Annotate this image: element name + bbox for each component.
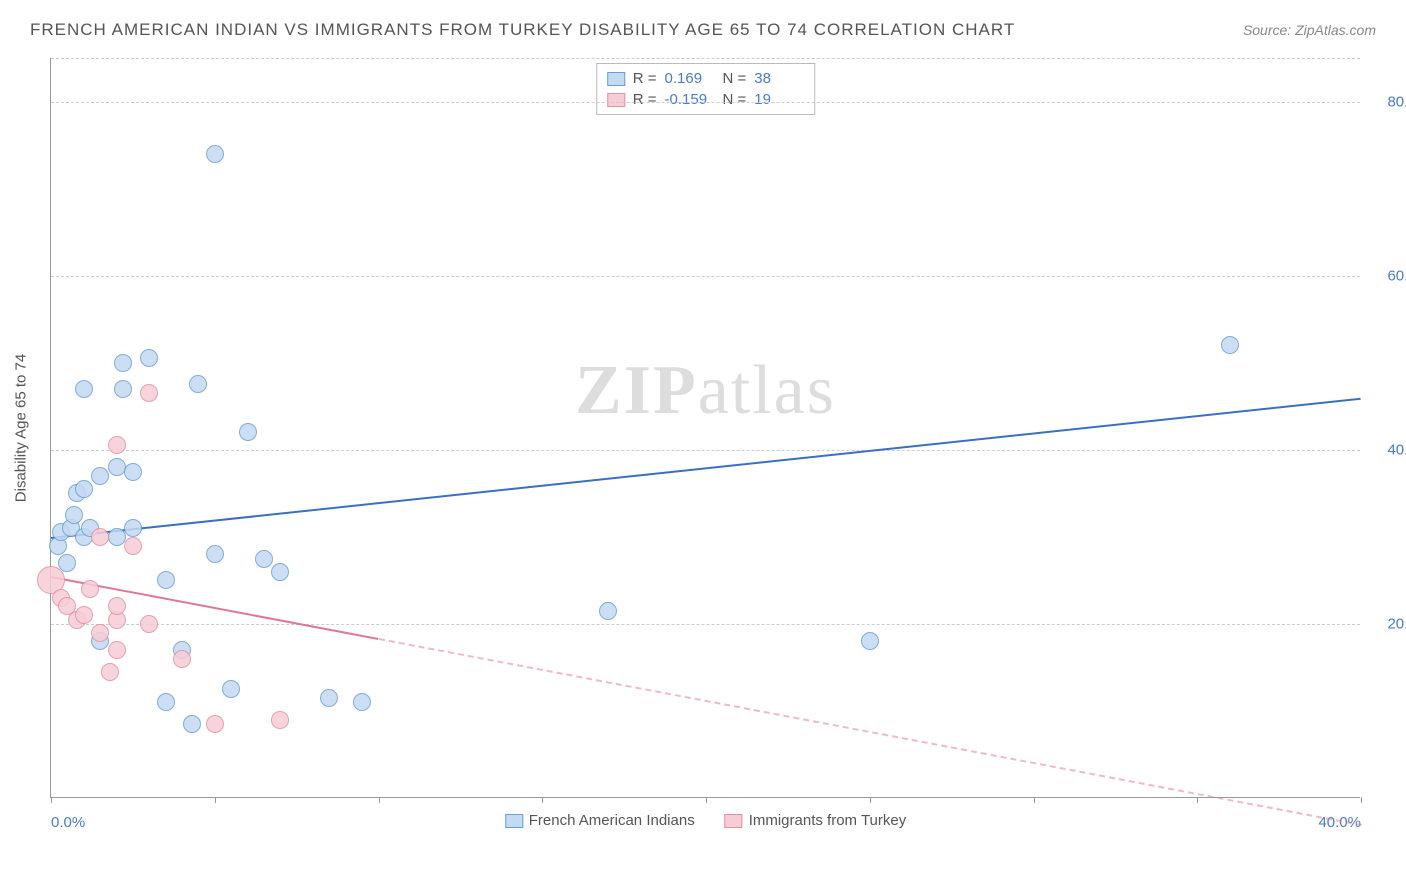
data-point	[65, 506, 83, 524]
legend-label-1: French American Indians	[529, 812, 695, 829]
n-prefix: N =	[723, 70, 747, 87]
data-point	[108, 641, 126, 659]
scatter-plot-area: ZIPatlas Disability Age 65 to 74 R = 0.1…	[50, 58, 1360, 798]
watermark-text: ZIPatlas	[575, 351, 836, 431]
x-tick-label: 0.0%	[51, 814, 85, 831]
source-name: ZipAtlas.com	[1295, 22, 1376, 38]
data-point	[271, 563, 289, 581]
data-point	[108, 458, 126, 476]
data-point	[206, 545, 224, 563]
data-point	[140, 349, 158, 367]
data-point	[108, 436, 126, 454]
data-point	[861, 632, 879, 650]
y-tick-label: 80.0%	[1370, 93, 1406, 110]
data-point	[124, 519, 142, 537]
x-tick-mark	[1197, 797, 1198, 803]
source-attribution: Source: ZipAtlas.com	[1243, 22, 1376, 38]
data-point	[124, 463, 142, 481]
data-point	[75, 380, 93, 398]
data-point	[189, 375, 207, 393]
legend-label-2: Immigrants from Turkey	[749, 812, 907, 829]
data-point	[183, 715, 201, 733]
y-tick-label: 40.0%	[1370, 441, 1406, 458]
data-point	[1221, 336, 1239, 354]
y-tick-label: 60.0%	[1370, 267, 1406, 284]
n-value-1: 38	[754, 70, 804, 87]
data-point	[599, 602, 617, 620]
legend-row-series-1: R = 0.169 N = 38	[607, 68, 805, 89]
legend-item-2: Immigrants from Turkey	[725, 812, 907, 829]
data-point	[108, 597, 126, 615]
legend-swatch-blue	[607, 72, 625, 86]
data-point	[255, 550, 273, 568]
data-point	[81, 580, 99, 598]
data-point	[75, 606, 93, 624]
r-value-2: -0.159	[665, 91, 715, 108]
legend-swatch-1	[505, 814, 523, 828]
watermark-zip: ZIP	[575, 352, 698, 429]
data-point	[157, 571, 175, 589]
y-tick-label: 20.0%	[1370, 615, 1406, 632]
data-point	[320, 689, 338, 707]
x-tick-mark	[706, 797, 707, 803]
x-tick-mark	[1361, 797, 1362, 803]
chart-header: FRENCH AMERICAN INDIAN VS IMMIGRANTS FRO…	[30, 20, 1376, 40]
trend-line	[51, 398, 1361, 539]
correlation-legend: R = 0.169 N = 38 R = -0.159 N = 19	[596, 63, 816, 115]
watermark-atlas: atlas	[698, 352, 836, 429]
data-point	[140, 384, 158, 402]
data-point	[206, 715, 224, 733]
r-prefix: R =	[633, 91, 657, 108]
legend-item-1: French American Indians	[505, 812, 695, 829]
data-point	[353, 693, 371, 711]
x-tick-mark	[870, 797, 871, 803]
r-prefix: R =	[633, 70, 657, 87]
data-point	[222, 680, 240, 698]
source-prefix: Source:	[1243, 22, 1295, 38]
data-point	[108, 528, 126, 546]
x-tick-mark	[379, 797, 380, 803]
data-point	[157, 693, 175, 711]
legend-row-series-2: R = -0.159 N = 19	[607, 89, 805, 110]
legend-swatch-pink	[607, 93, 625, 107]
gridline	[51, 450, 1360, 451]
data-point	[75, 480, 93, 498]
data-point	[173, 650, 191, 668]
series-legend: French American Indians Immigrants from …	[505, 812, 906, 829]
x-tick-mark	[542, 797, 543, 803]
gridline	[51, 102, 1360, 103]
data-point	[58, 554, 76, 572]
n-prefix: N =	[723, 91, 747, 108]
data-point	[91, 624, 109, 642]
gridline	[51, 276, 1360, 277]
data-point	[239, 423, 257, 441]
x-tick-mark	[1034, 797, 1035, 803]
n-value-2: 19	[754, 91, 804, 108]
y-axis-label: Disability Age 65 to 74	[13, 353, 30, 501]
data-point	[140, 615, 158, 633]
data-point	[91, 467, 109, 485]
gridline	[51, 58, 1360, 59]
data-point	[124, 537, 142, 555]
r-value-1: 0.169	[665, 70, 715, 87]
data-point	[114, 354, 132, 372]
legend-swatch-2	[725, 814, 743, 828]
chart-title: FRENCH AMERICAN INDIAN VS IMMIGRANTS FRO…	[30, 20, 1015, 40]
gridline	[51, 624, 1360, 625]
data-point	[114, 380, 132, 398]
data-point	[206, 145, 224, 163]
data-point	[91, 528, 109, 546]
x-tick-mark	[215, 797, 216, 803]
data-point	[101, 663, 119, 681]
data-point	[271, 711, 289, 729]
x-tick-mark	[51, 797, 52, 803]
